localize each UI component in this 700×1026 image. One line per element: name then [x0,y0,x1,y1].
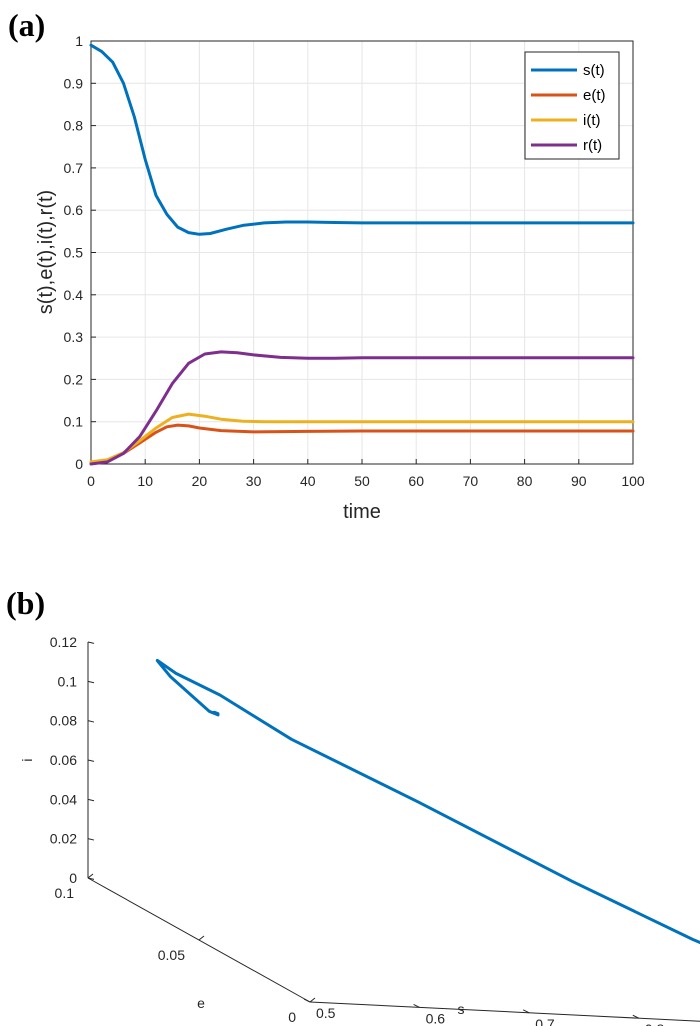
y-tick-label-0: 0 [75,456,83,472]
panel-b-axes [87,642,700,1022]
i-tick-label-4: 0.08 [50,713,77,729]
panel-b-ticks: 0 0.02 0.04 0.06 0.08 0.1 0.12 0 0.05 0.1 0.5 0.6 0.… [50,634,665,1026]
e-tick-label-0: 0 [288,1009,296,1025]
i-tick-mark-6 [87,641,95,644]
series-line-it [89,412,635,464]
e-tick-mark-1 [198,935,205,941]
x-tick-label-5: 50 [354,473,370,489]
s-tick-mark-2 [522,1009,530,1014]
e-tick-mark-2 [87,873,94,879]
i-tick-mark-0 [87,877,95,880]
legend-label-1: e(t) [583,87,606,104]
panel-a-x-ticks: 0 10 20 30 40 50 60 70 80 90 100 [87,459,645,489]
panel-a-series [89,43,635,466]
y-tick-label-2: 0.2 [64,371,84,387]
i-tick-mark-4 [87,720,95,723]
series-line-rt [89,350,635,466]
panel-b-label: (b) [6,585,45,621]
s-tick-label-0: 0.5 [316,1005,336,1021]
legend-box [524,51,620,160]
y-tick-label-3: 0.3 [64,329,84,345]
series-line-et [89,423,635,465]
x-tick-label-0: 0 [87,473,95,489]
i-tick-label-1: 0.02 [50,831,77,847]
i-tick-mark-2 [87,798,95,802]
panel-a-x-axis-label: time [343,501,381,523]
legend-label-2: i(t) [583,112,601,129]
e-tick-label-2: 0.1 [55,885,75,901]
i-tick-mark-1 [87,838,95,841]
panel-a-legend: s(t) e(t) i(t) r(t) [524,51,620,160]
panel-a: (a) 0 10 20 30 40 50 60 70 80 90 100 0 0.1 0.2 0.3 0.4… [8,7,645,523]
x-tick-label-1: 10 [137,473,153,489]
i-tick-label-3: 0.06 [50,752,77,768]
s-tick-label-1: 0.6 [426,1010,446,1026]
y-tick-label-9: 0.9 [64,75,84,91]
s-tick-label-2: 0.7 [535,1016,555,1026]
s-tick-mark-1 [413,1003,420,1008]
s-tick-mark-3 [632,1014,640,1019]
s-axis-line [309,1001,700,1022]
i-tick-mark-3 [87,759,95,762]
legend-label-3: r(t) [583,137,602,154]
panel-a-label: (a) [8,7,45,43]
panel-b-e-axis-label: e [197,995,205,1011]
i-tick-label-0: 0 [69,870,77,886]
series-line-st [89,43,635,236]
x-tick-label-9: 90 [571,473,587,489]
i-tick-mark-5 [87,680,95,684]
panel-b-i-axis-label: i [19,758,35,761]
legend-label-0: s(t) [583,62,605,79]
s-tick-label-3: 0.8 [645,1021,665,1026]
e-tick-label-1: 0.05 [158,947,185,963]
x-tick-label-10: 100 [621,473,645,489]
panel-a-y-ticks: 0 0.1 0.2 0.3 0.4 0.5 0.6 0.7 0.8 0.9 1 [64,33,96,472]
i-tick-label-6: 0.12 [50,634,77,650]
x-tick-label-7: 70 [463,473,479,489]
s-tick-mark-0 [303,998,311,1003]
y-tick-label-5: 0.5 [64,245,84,261]
x-tick-label-4: 40 [300,473,316,489]
y-tick-label-10: 1 [75,33,83,49]
i-tick-label-2: 0.04 [50,791,77,807]
y-tick-label-8: 0.8 [64,118,84,134]
y-tick-label-7: 0.7 [64,160,84,176]
panel-a-y-axis-label: s(t),e(t),i(t),r(t) [35,190,57,314]
x-tick-label-6: 60 [408,473,424,489]
x-tick-label-2: 20 [192,473,208,489]
y-tick-label-1: 0.1 [64,414,84,430]
trajectory-line-0 [155,658,700,945]
y-tick-label-6: 0.6 [64,202,84,218]
e-tick-mark-0 [309,997,316,1003]
x-tick-label-8: 80 [517,473,533,489]
x-tick-label-3: 30 [246,473,262,489]
panel-b-s-axis-label: s [458,1001,465,1017]
panel-b-trajectory [155,658,700,945]
i-tick-label-5: 0.1 [58,673,78,689]
y-tick-label-4: 0.4 [64,287,84,303]
